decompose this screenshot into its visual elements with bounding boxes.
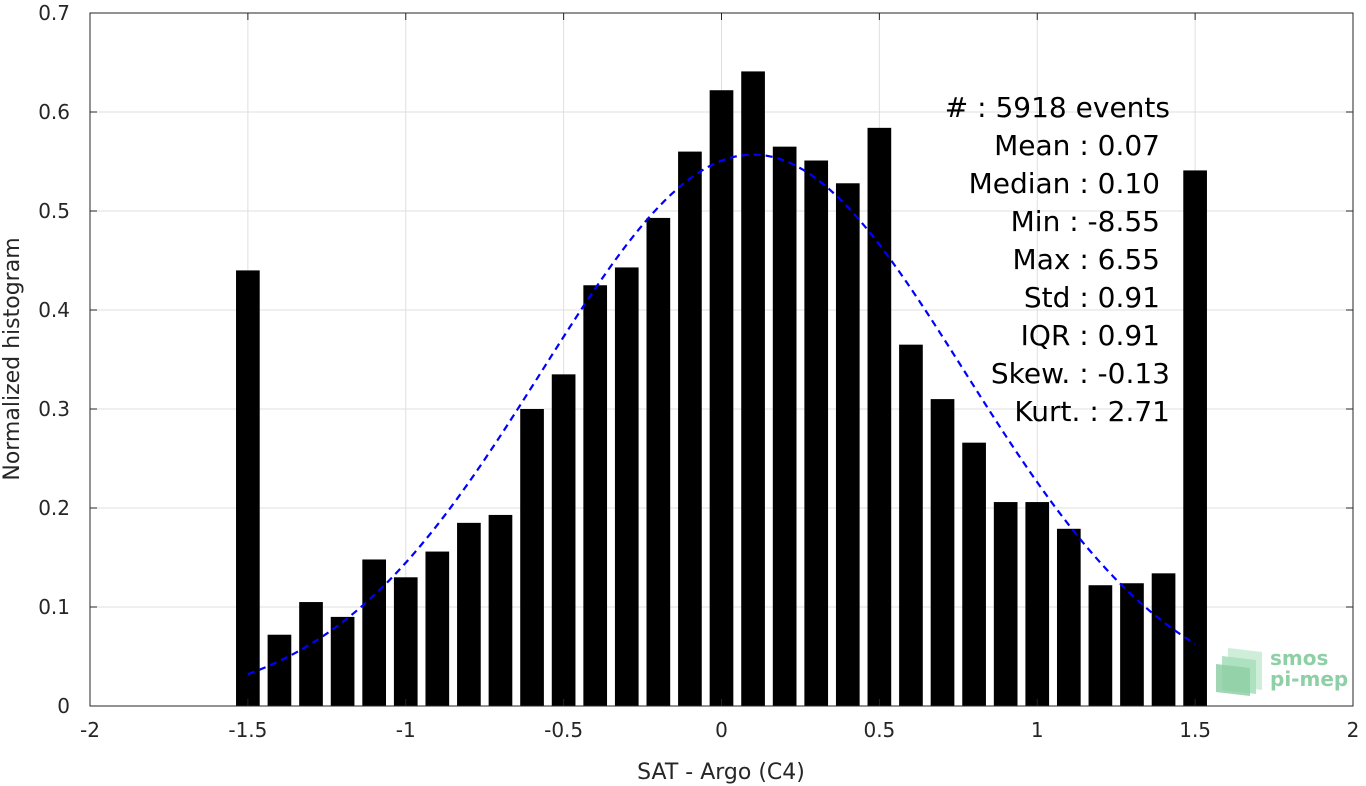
histogram-bar [299, 602, 323, 706]
stat-std: Std : 0.91 [1024, 281, 1160, 314]
histogram-bar [962, 442, 986, 706]
stat-count: # : 5918 events [945, 91, 1170, 124]
histogram-bar [551, 374, 576, 706]
histogram-bar [457, 522, 481, 706]
bars [236, 71, 1207, 707]
histogram-bar [614, 267, 639, 706]
histogram-bar [867, 127, 892, 707]
histogram-bar [1088, 585, 1113, 706]
stats-box: # : 5918 events Mean : 0.07 Median : 0.1… [945, 91, 1170, 428]
stat-max: Max : 6.55 [1013, 243, 1160, 276]
x-tick-label: 1.5 [1179, 718, 1211, 742]
histogram-bar [993, 502, 1018, 706]
histogram-bar [678, 151, 702, 707]
y-tick-label: 0.3 [38, 397, 70, 421]
x-axis-label: SAT - Argo (C4) [637, 760, 805, 785]
histogram-bar [741, 71, 765, 706]
x-tick-label: -1 [396, 718, 416, 742]
histogram-bar [425, 551, 450, 706]
x-tick-label: -0.5 [544, 718, 583, 742]
histogram-bar [772, 146, 797, 706]
logo-line2: pi-mep [1270, 667, 1348, 691]
histogram-bar [1056, 528, 1081, 706]
gaussian-fit-curve [247, 153, 1196, 676]
histogram-bar [520, 409, 544, 706]
x-tick-label: 0 [715, 718, 728, 742]
histogram-bar [583, 285, 608, 706]
histogram-bar [393, 577, 418, 706]
y-tick-label: 0.2 [38, 496, 70, 520]
y-axis-label: Normalized histogram [0, 237, 25, 480]
x-tick-label: 0.5 [863, 718, 895, 742]
y-tick-label: 0.4 [38, 298, 70, 322]
stat-mean: Mean : 0.07 [994, 129, 1160, 162]
histogram-bar [899, 344, 923, 706]
stat-min: Min : -8.55 [1011, 205, 1160, 238]
y-tick-label: 0 [57, 694, 70, 718]
histogram-bar [1151, 573, 1176, 706]
histogram-bar [1120, 583, 1144, 706]
y-tick-label: 0.6 [38, 100, 70, 124]
histogram-bar [236, 270, 260, 706]
y-tick-label: 0.1 [38, 595, 70, 619]
x-tick-label: -2 [80, 718, 100, 742]
stat-skew: Skew. : -0.13 [991, 357, 1170, 390]
histogram-bar [646, 217, 671, 706]
histogram-bar [709, 90, 734, 707]
histogram-bar [362, 559, 387, 706]
ticks: -2 -1.5 -1 -0.5 0 0.5 1 1.5 2 0 0.1 0.2 0.3 0.4 0.5 0.6… [38, 1, 1359, 742]
histogram-bar [835, 183, 860, 706]
logo-mark-icon [1216, 648, 1262, 696]
histogram-bar [488, 514, 513, 706]
histogram-bar [804, 160, 829, 706]
stat-median: Median : 0.10 [969, 167, 1160, 200]
stat-kurt: Kurt. : 2.71 [1014, 395, 1170, 428]
y-tick-label: 0.7 [38, 1, 70, 25]
smos-pimep-logo: smos pi-mep [1216, 646, 1348, 696]
stat-iqr: IQR : 0.91 [1021, 319, 1160, 352]
histogram-bar [930, 399, 955, 706]
y-tick-label: 0.5 [38, 199, 70, 223]
x-tick-label: 2 [1347, 718, 1360, 742]
x-tick-label: -1.5 [228, 718, 267, 742]
histogram-bar [1183, 170, 1207, 706]
histogram-bar [267, 634, 292, 706]
histogram-bar [1025, 502, 1050, 706]
histogram-bar [330, 616, 355, 706]
logo-line1: smos [1270, 646, 1328, 670]
x-tick-label: 1 [1031, 718, 1044, 742]
